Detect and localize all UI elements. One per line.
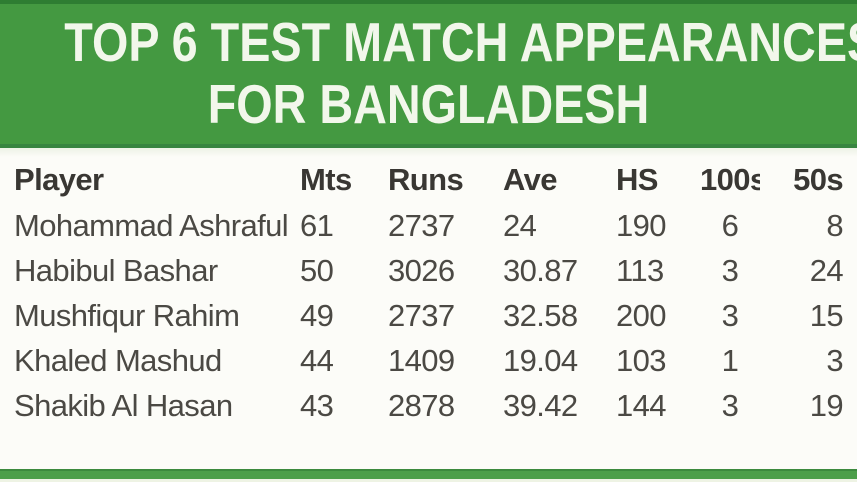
hs-value: 103 — [616, 342, 667, 378]
hs-value: 190 — [616, 207, 667, 243]
bottom-edge-strip — [0, 479, 857, 482]
hs-value: 144 — [616, 387, 667, 423]
ave-value: 30.87 — [503, 252, 578, 288]
100s-value: 3 — [721, 252, 739, 288]
mts-value: 49 — [300, 297, 334, 333]
player-name: Shakib Al Hasan — [14, 387, 233, 423]
runs-value: 2737 — [388, 207, 455, 243]
100s-value: 3 — [721, 297, 739, 333]
title-banner: TOP 6 TEST MATCH APPEARANCES FOR BANGLAD… — [0, 0, 857, 148]
50s-value: 15 — [809, 297, 843, 333]
title-line-1: TOP 6 TEST MATCH APPEARANCES — [64, 11, 857, 73]
bottom-accent-bar — [0, 469, 857, 479]
hs-value: 200 — [616, 297, 667, 333]
banner-fade-divider — [0, 148, 857, 157]
column-header-mts: Mts — [300, 162, 352, 197]
player-name: Habibul Bashar — [14, 252, 218, 288]
hs-value: 113 — [616, 252, 664, 288]
ave-value: 32.58 — [503, 297, 578, 333]
title-line-2: FOR BANGLADESH — [207, 73, 650, 135]
column-header-runs: Runs — [388, 162, 464, 197]
column-header-hs: HS — [616, 162, 658, 197]
runs-value: 2878 — [388, 387, 455, 423]
player-name: Mushfiqur Rahim — [14, 297, 240, 333]
100s-value: 1 — [721, 342, 739, 378]
table-header-row: Player Mts Runs Ave HS 100s 50s — [14, 157, 843, 203]
player-name: Khaled Mashud — [14, 342, 222, 378]
100s-value: 3 — [721, 387, 739, 423]
50s-value: 8 — [826, 207, 843, 243]
runs-value: 1409 — [388, 342, 455, 378]
column-header-50s: 50s — [793, 162, 843, 197]
ave-value: 24 — [503, 207, 537, 243]
mts-value: 61 — [300, 207, 334, 243]
ave-value: 19.04 — [503, 342, 578, 378]
mts-value: 44 — [300, 342, 334, 378]
mts-value: 50 — [300, 252, 334, 288]
table-row: Mushfiqur Rahim 49 2737 32.58 200 3 15 — [14, 293, 843, 338]
50s-value: 24 — [809, 252, 843, 288]
player-name: Mohammad Ashraful — [14, 207, 289, 243]
column-header-100s: 100s — [700, 162, 760, 197]
50s-value: 19 — [809, 387, 843, 423]
runs-value: 2737 — [388, 297, 455, 333]
table-row: Mohammad Ashraful 61 2737 24 190 6 8 — [14, 203, 843, 248]
runs-value: 3026 — [388, 252, 455, 288]
stats-table: Player Mts Runs Ave HS 100s 50s Mohammad… — [14, 157, 843, 428]
50s-value: 3 — [826, 342, 843, 378]
table-row: Khaled Mashud 44 1409 19.04 103 1 3 — [14, 338, 843, 383]
table-row: Habibul Bashar 50 3026 30.87 113 3 24 — [14, 248, 843, 293]
mts-value: 43 — [300, 387, 334, 423]
column-header-ave: Ave — [503, 162, 558, 197]
column-header-player: Player — [14, 162, 104, 197]
ave-value: 39.42 — [503, 387, 578, 423]
100s-value: 6 — [721, 207, 739, 243]
table-row: Shakib Al Hasan 43 2878 39.42 144 3 19 — [14, 383, 843, 428]
